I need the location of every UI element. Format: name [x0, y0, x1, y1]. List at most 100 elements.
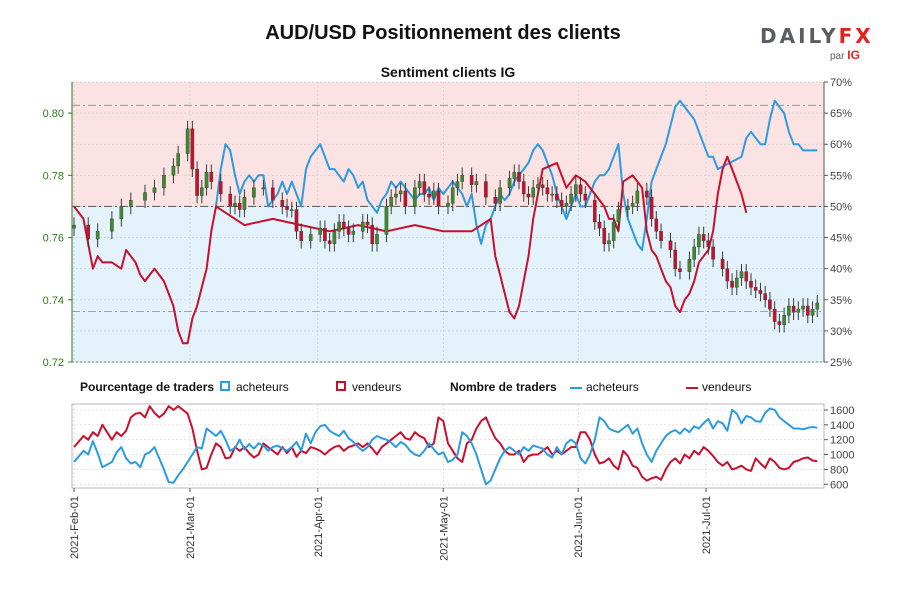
candle-body-11 — [185, 128, 190, 154]
price-tick-label: 0.80 — [43, 108, 64, 120]
candle-body-60 — [484, 181, 488, 198]
legend-count-sellers-swatch — [686, 387, 698, 389]
candle-body-98 — [697, 234, 701, 248]
legend-pct-sellers: vendeurs — [352, 380, 402, 394]
candle-body-28 — [294, 209, 299, 232]
candle-body-68 — [531, 187, 536, 198]
count-tick-label: 800 — [830, 464, 848, 476]
date-tick-label: 2021-Apr-01 — [313, 496, 325, 557]
candle-body-32 — [323, 228, 327, 241]
candle-body-9 — [171, 165, 176, 176]
candle-body-107 — [744, 271, 749, 282]
candle-body-21 — [242, 196, 247, 210]
candle-body-63 — [507, 178, 512, 188]
candle-body-50 — [422, 181, 427, 195]
candle-body-7 — [152, 187, 157, 193]
candle-body-59 — [474, 181, 479, 185]
candle-body-94 — [673, 249, 678, 269]
price-tick-label: 0.76 — [43, 233, 64, 245]
candle-body-103 — [725, 268, 730, 282]
candle-body-51 — [427, 193, 431, 198]
candle-body-99 — [701, 234, 706, 241]
candle-body-19 — [233, 203, 237, 207]
candle-body-20 — [237, 203, 242, 210]
candle-body-71 — [545, 187, 550, 195]
candle-body-26 — [285, 206, 289, 210]
chart-title: AUD/USD Positionnement des clients — [265, 22, 621, 44]
candle-body-27 — [289, 209, 294, 211]
candle-body-91 — [654, 218, 659, 232]
candle-body-82 — [602, 228, 607, 244]
candle-body-64 — [512, 172, 517, 179]
pct-tick-label: 50% — [830, 201, 852, 213]
date-tick-label: 2021-Jul-01 — [701, 496, 713, 554]
candle-body-104 — [730, 280, 734, 288]
candle-body-117 — [791, 305, 796, 313]
candle-body-1 — [86, 224, 91, 240]
candle-body-39 — [360, 221, 365, 232]
logo-main-left: DAILY — [760, 24, 839, 48]
candle-body-100 — [706, 240, 711, 248]
candle-body-87 — [630, 203, 635, 207]
candle-body-106 — [739, 271, 744, 279]
candle-body-84 — [611, 221, 616, 241]
candle-body-53 — [436, 190, 441, 207]
candle-body-83 — [607, 240, 611, 244]
candle-body-119 — [801, 305, 805, 310]
candle-body-25 — [280, 200, 285, 207]
candle-body-23 — [261, 187, 266, 190]
candle-body-44 — [389, 196, 393, 207]
candle-body-12 — [190, 128, 195, 170]
candle-body-75 — [564, 203, 569, 207]
candle-body-33 — [327, 240, 332, 244]
date-tick-label: 2021-May-01 — [438, 496, 450, 561]
candle-body-54 — [446, 203, 450, 207]
candle-body-55 — [450, 187, 455, 204]
logo-main: DAILYFX — [760, 24, 871, 48]
candle-body-56 — [455, 181, 460, 188]
logo-sub: par IG — [830, 48, 860, 62]
logo-sub-brand: IG — [847, 48, 860, 62]
candle-body-76 — [569, 193, 573, 204]
buyers-zone — [72, 206, 824, 362]
pct-tick-label: 45% — [830, 233, 852, 245]
candle-body-113 — [772, 308, 777, 322]
candle-body-35 — [337, 221, 341, 232]
candle-body-116 — [787, 305, 791, 316]
candle-body-109 — [753, 287, 758, 291]
pct-buyers-line — [215, 99, 818, 251]
candle-body-14 — [200, 187, 204, 196]
candle-body-46 — [398, 190, 403, 195]
legend-count-buyers-swatch — [570, 387, 582, 389]
candle-body-43 — [384, 206, 389, 235]
candle-body-108 — [749, 280, 753, 288]
candle-body-110 — [758, 290, 763, 294]
logo-sub-prefix: par — [830, 51, 845, 62]
legend-count-buyers: acheteurs — [586, 380, 639, 394]
candle-body-92 — [659, 231, 663, 241]
candle-body-41 — [370, 224, 375, 244]
count-buyers-line — [73, 407, 818, 486]
candle-body-86 — [626, 206, 630, 210]
candle-body-102 — [720, 259, 725, 269]
candle-body-18 — [228, 193, 233, 207]
candle-body-111 — [763, 293, 767, 300]
candle-body-30 — [308, 234, 313, 241]
candle-body-52 — [431, 190, 436, 198]
legend-pct-label: Pourcentage de traders — [80, 380, 215, 394]
price-tick-label: 0.72 — [43, 357, 64, 369]
candle-body-73 — [555, 193, 559, 201]
count-tick-label: 1400 — [830, 420, 854, 432]
pct-tick-label: 70% — [830, 77, 852, 89]
candle-body-96 — [687, 259, 692, 272]
date-tick-label: 2021-Mar-01 — [185, 496, 197, 559]
bottom-panel-frame — [71, 403, 825, 489]
candle-body-3 — [110, 218, 114, 232]
candle-body-90 — [649, 196, 654, 220]
candle-body-121 — [810, 308, 815, 316]
count-tick-label: 1000 — [830, 450, 854, 462]
pct-tick-label: 30% — [830, 326, 852, 338]
candle-body-118 — [796, 308, 801, 313]
candle-body-65 — [517, 172, 521, 182]
date-tick-label: 2021-Feb-01 — [69, 496, 81, 559]
